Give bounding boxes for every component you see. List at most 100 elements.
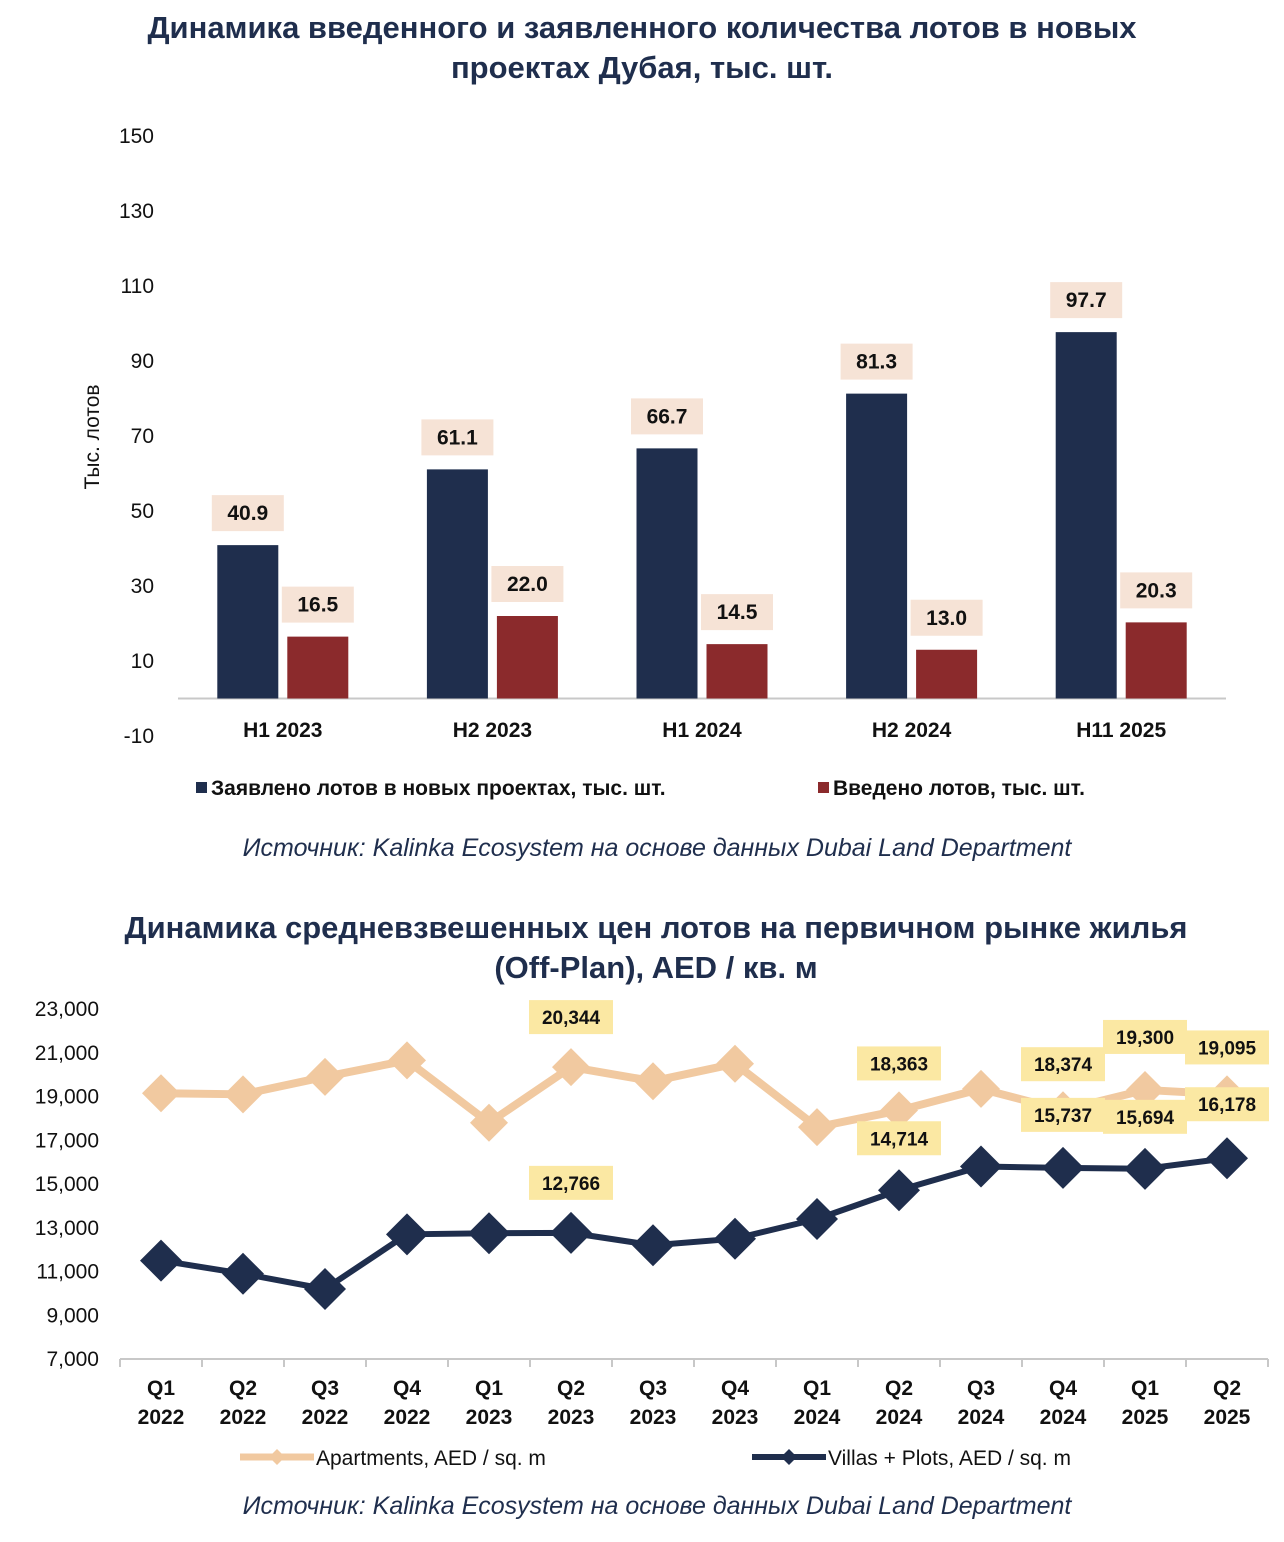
y-tick-label: 15,000 (35, 1173, 99, 1196)
villas-point (796, 1198, 838, 1240)
lots-bar-chart: -10 10 30 50 70 90 110 130 150 Тыс. лотов 40.9 16.5… (81, 125, 1226, 800)
data-label-bg (857, 1121, 941, 1156)
data-label-bg (1103, 1019, 1187, 1054)
x-tick-label: Q4 (721, 1377, 749, 1400)
y-tick-label: 19,000 (35, 1086, 99, 1109)
villas-point (140, 1239, 182, 1282)
apartments-point (224, 1075, 262, 1114)
data-label-bg (281, 586, 354, 623)
data-label-bg (491, 566, 564, 602)
data-label-bg (1103, 1099, 1187, 1134)
villas-point (1042, 1146, 1084, 1189)
bar-declared (846, 393, 908, 699)
apartments-point (306, 1057, 344, 1096)
villas-point (632, 1224, 674, 1267)
villas-point (304, 1268, 346, 1310)
data-label: 40.9 (227, 502, 268, 525)
data-label: 61.1 (437, 426, 478, 449)
data-label-bg (1021, 1097, 1105, 1132)
x-tick-label: 2024 (958, 1406, 1005, 1429)
y-tick-label: 23,000 (35, 998, 99, 1021)
y-tick-label: 9,000 (46, 1304, 99, 1327)
data-label-bg (211, 495, 284, 532)
chart1-title-line2: проектах Дубая, тыс. шт. (450, 50, 834, 85)
x-tick-label: H1 2023 (243, 719, 322, 742)
data-label: 66.7 (647, 405, 688, 428)
x-tick-label: 2022 (384, 1406, 431, 1429)
data-label: 81.3 (856, 351, 897, 374)
data-label: 20,344 (542, 1008, 601, 1029)
y-tick-label: 11,000 (36, 1261, 99, 1284)
apartments-point (470, 1103, 508, 1142)
y-tick-label: 110 (121, 275, 154, 298)
bar-declared (217, 545, 279, 699)
y-tick-label: 50 (131, 500, 154, 523)
villas-point (714, 1217, 756, 1260)
legend-marker (781, 1449, 797, 1465)
apartments-point (142, 1074, 180, 1113)
x-tick-label: H11 2025 (1076, 719, 1166, 742)
data-label-bg (1120, 572, 1193, 609)
data-label-bg (631, 398, 703, 435)
x-tick-label: Q3 (311, 1377, 339, 1400)
y-tick-label: 70 (131, 425, 154, 448)
data-label-bg (701, 594, 773, 631)
x-tick-label: Q2 (229, 1377, 257, 1400)
y-tick-label: 7,000 (46, 1348, 99, 1371)
villas-point (386, 1213, 428, 1256)
x-tick-label: 2023 (466, 1406, 513, 1429)
villas-point (222, 1252, 264, 1295)
data-label: 14,714 (870, 1129, 929, 1150)
bar-delivered (706, 644, 768, 699)
bar-declared (636, 448, 698, 699)
legend-swatch (818, 782, 829, 793)
x-tick-label: H2 2023 (453, 719, 532, 742)
legend-label: Apartments, AED / sq. m (316, 1447, 546, 1470)
y-tick-label: 10 (131, 650, 154, 673)
x-tick-label: Q2 (1213, 1377, 1241, 1400)
y-tick-label: 21,000 (35, 1042, 99, 1065)
data-label: 12,766 (542, 1174, 600, 1195)
data-label: 19,095 (1198, 1038, 1257, 1059)
data-label: 15,694 (1116, 1108, 1175, 1129)
legend-label: Заявлено лотов в новых проектах, тыс. шт… (211, 777, 666, 800)
apartments-point (716, 1044, 754, 1083)
data-label: 16,178 (1198, 1095, 1256, 1116)
data-label: 20.3 (1136, 579, 1177, 602)
bar-delivered (1125, 622, 1187, 699)
y-axis-label: Тыс. лотов (81, 384, 104, 489)
x-tick-label: 2022 (220, 1406, 267, 1429)
x-tick-label: Q1 (475, 1377, 503, 1400)
data-label-bg (1185, 1030, 1269, 1065)
apartments-point (962, 1069, 1000, 1108)
data-label: 13.0 (926, 607, 967, 630)
villas-point (468, 1212, 510, 1255)
data-label-bg (421, 419, 494, 456)
data-label: 22.0 (507, 573, 548, 596)
x-tick-label: 2023 (712, 1406, 759, 1429)
bar-delivered (496, 616, 558, 699)
chart1-title-line1: Динамика введенного и заявленного количе… (147, 10, 1137, 45)
x-tick-label: 2023 (548, 1406, 595, 1429)
chart1-title: Динамика введенного и заявленного количе… (0, 8, 1284, 88)
apartments-point (798, 1108, 836, 1147)
data-label: 14.5 (717, 601, 758, 624)
x-tick-label: Q4 (1049, 1377, 1077, 1400)
chart1-source: Источник: Kalinka Ecosystem на основе да… (242, 834, 1072, 862)
y-tick-label: 30 (131, 575, 154, 598)
x-tick-label: Q3 (639, 1377, 667, 1400)
y-tick-label: 13,000 (35, 1217, 99, 1240)
x-tick-label: Q2 (885, 1377, 913, 1400)
legend-marker (269, 1449, 285, 1465)
apartments-point (1126, 1070, 1164, 1109)
data-label-bg (1185, 1087, 1269, 1122)
apartments-point (388, 1041, 426, 1080)
villas-point (550, 1211, 592, 1254)
bar-declared (1055, 332, 1117, 699)
villas-point (1206, 1137, 1248, 1180)
villas-point (878, 1169, 920, 1212)
y-tick-label: 150 (119, 125, 154, 148)
villas-point (960, 1145, 1002, 1188)
x-tick-label: H1 2024 (662, 719, 742, 742)
x-tick-label: Q4 (393, 1377, 421, 1400)
